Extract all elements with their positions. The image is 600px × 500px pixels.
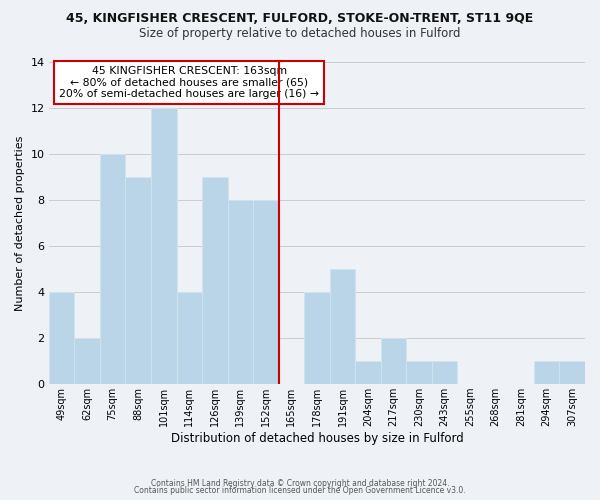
Bar [406, 361, 432, 384]
Bar [304, 292, 329, 384]
Bar [253, 200, 278, 384]
Text: 45, KINGFISHER CRESCENT, FULFORD, STOKE-ON-TRENT, ST11 9QE: 45, KINGFISHER CRESCENT, FULFORD, STOKE-… [67, 12, 533, 26]
Bar [202, 176, 227, 384]
Text: Contains HM Land Registry data © Crown copyright and database right 2024.: Contains HM Land Registry data © Crown c… [151, 478, 449, 488]
X-axis label: Distribution of detached houses by size in Fulford: Distribution of detached houses by size … [170, 432, 463, 445]
Bar [432, 361, 457, 384]
Bar [355, 361, 381, 384]
Bar [125, 176, 151, 384]
Text: 45 KINGFISHER CRESCENT: 163sqm
← 80% of detached houses are smaller (65)
20% of : 45 KINGFISHER CRESCENT: 163sqm ← 80% of … [59, 66, 319, 100]
Bar [381, 338, 406, 384]
Bar [227, 200, 253, 384]
Bar [329, 269, 355, 384]
Bar [100, 154, 125, 384]
Bar [559, 361, 585, 384]
Text: Size of property relative to detached houses in Fulford: Size of property relative to detached ho… [139, 28, 461, 40]
Bar [534, 361, 559, 384]
Text: Contains public sector information licensed under the Open Government Licence v3: Contains public sector information licen… [134, 486, 466, 495]
Bar [74, 338, 100, 384]
Bar [176, 292, 202, 384]
Bar [49, 292, 74, 384]
Bar [151, 108, 176, 384]
Y-axis label: Number of detached properties: Number of detached properties [15, 135, 25, 310]
